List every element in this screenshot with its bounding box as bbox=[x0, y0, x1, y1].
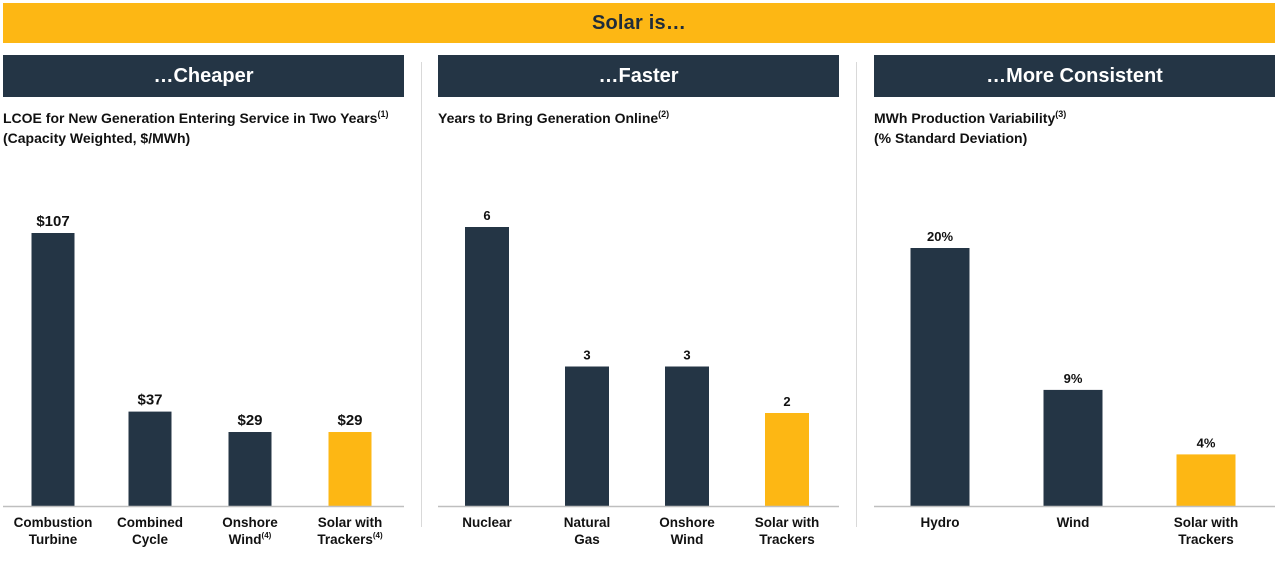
bar bbox=[565, 366, 609, 506]
footnote-ref: (1) bbox=[377, 109, 389, 119]
data-label: 6 bbox=[483, 208, 490, 223]
category-label: Solar with bbox=[755, 515, 820, 530]
category-label: Solar with bbox=[318, 515, 383, 530]
category-label: Onshore bbox=[659, 515, 715, 530]
category-label: Wind(4) bbox=[229, 531, 272, 547]
panel-subtitle-consistent: MWh Production Variability(3) (% Standar… bbox=[874, 108, 1066, 148]
subtitle-line-2: (Capacity Weighted, $/MWh) bbox=[3, 130, 191, 146]
panel-header-consistent: …More Consistent bbox=[874, 55, 1275, 97]
category-label: Hydro bbox=[920, 515, 959, 530]
bar bbox=[228, 432, 272, 506]
category-label: Cycle bbox=[132, 532, 169, 547]
bar bbox=[128, 411, 172, 506]
footnote-ref: (4) bbox=[262, 531, 272, 540]
category-label: Trackers bbox=[759, 532, 815, 547]
panel-subtitle-faster: Years to Bring Generation Online(2) bbox=[438, 108, 669, 128]
subtitle-line-1: Years to Bring Generation Online(2) bbox=[438, 109, 670, 127]
bar bbox=[328, 432, 372, 506]
panel-subtitle-cheaper: LCOE for New Generation Entering Service… bbox=[3, 108, 388, 148]
category-label: Solar with bbox=[1174, 515, 1239, 530]
data-label: 2 bbox=[783, 394, 790, 409]
bar bbox=[910, 248, 970, 506]
category-label: Gas bbox=[574, 532, 600, 547]
category-label: Combustion bbox=[14, 515, 93, 530]
data-label: $37 bbox=[137, 392, 162, 409]
bar bbox=[1043, 389, 1103, 506]
category-label: Combined bbox=[117, 515, 183, 530]
data-label: $107 bbox=[36, 213, 69, 230]
category-label: Wind bbox=[671, 532, 704, 547]
lcoe-bar-chart: $107 Combustion Turbine $37 Combined Cycle $29… bbox=[3, 213, 404, 547]
footnote-ref: (2) bbox=[658, 109, 670, 119]
data-label: $29 bbox=[237, 412, 262, 429]
bar bbox=[665, 366, 709, 506]
bar bbox=[765, 413, 809, 506]
data-label: 20% bbox=[927, 229, 953, 244]
data-label: 3 bbox=[683, 348, 690, 363]
subtitle-line-1: LCOE for New Generation Entering Service… bbox=[3, 109, 389, 127]
category-label: Nuclear bbox=[462, 515, 512, 530]
bar bbox=[1176, 454, 1236, 506]
category-label: Trackers(4) bbox=[317, 531, 383, 547]
footnote-ref: (4) bbox=[373, 531, 383, 540]
panel-header-cheaper: …Cheaper bbox=[3, 55, 404, 97]
panel-divider bbox=[421, 62, 422, 527]
category-label: Onshore bbox=[222, 515, 278, 530]
footnote-ref: (3) bbox=[1055, 109, 1067, 119]
category-label: Turbine bbox=[29, 532, 78, 547]
data-label: 4% bbox=[1197, 435, 1216, 450]
variability-bar-chart: 20% Hydro 9% Wind 4% Solar with Trackers bbox=[874, 229, 1275, 547]
subtitle-line-2: (% Standard Deviation) bbox=[874, 130, 1028, 146]
time-to-online-bar-chart: 6 Nuclear 3 Natural Gas 3 Onshore Wind 2 Solar wi… bbox=[438, 208, 839, 547]
category-label: Natural bbox=[564, 515, 611, 530]
bar bbox=[465, 227, 509, 506]
subtitle-line-1: MWh Production Variability(3) bbox=[874, 109, 1067, 127]
data-label: $29 bbox=[337, 412, 362, 429]
category-label: Trackers bbox=[1178, 532, 1234, 547]
banner-title: Solar is… bbox=[3, 3, 1275, 43]
category-label: Wind bbox=[1057, 515, 1090, 530]
data-label: 3 bbox=[583, 348, 590, 363]
data-label: 9% bbox=[1064, 371, 1083, 386]
panel-header-faster: …Faster bbox=[438, 55, 839, 97]
bar bbox=[31, 233, 75, 506]
panel-divider bbox=[856, 62, 857, 527]
